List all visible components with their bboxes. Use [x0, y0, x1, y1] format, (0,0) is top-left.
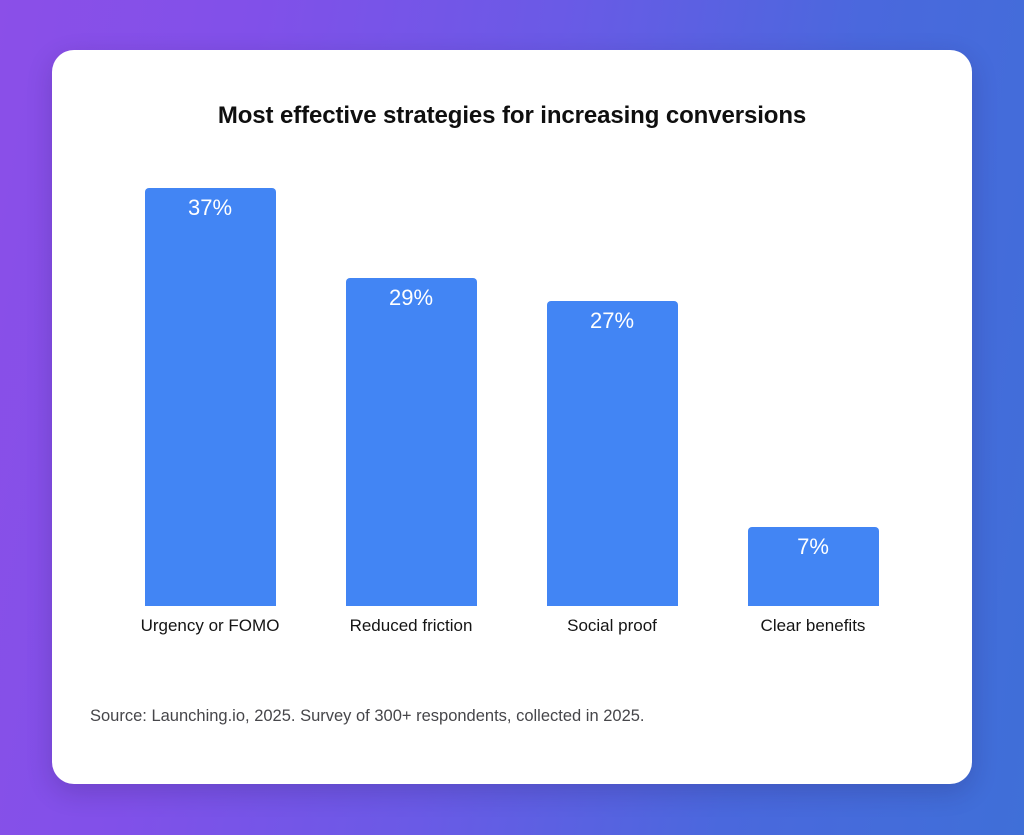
bar-group: 27% Social proof — [546, 301, 678, 635]
bar-value-label: 37% — [187, 195, 233, 220]
bar-category-label: Reduced friction — [349, 616, 473, 635]
bar-group: 29% Reduced friction — [345, 278, 477, 635]
bar-group: 37% Urgency or FOMO — [141, 188, 279, 635]
bar-category-label: Urgency or FOMO — [140, 616, 280, 635]
bar[interactable]: 37% — [144, 188, 276, 606]
bar-chart-plot-area: 37% Urgency or FOMO 29% Reduced friction 27%… — [52, 50, 972, 784]
chart-title: Most effective strategies for increasing… — [217, 102, 807, 129]
bar-value-label: 29% — [388, 285, 434, 310]
bar-group: 7% Clear benefits — [747, 527, 879, 635]
chart-card: Most effective strategies for increasing… — [52, 50, 972, 784]
bar-category-label: Social proof — [567, 616, 657, 635]
bar[interactable]: 27% — [546, 301, 678, 606]
bar[interactable]: 29% — [345, 278, 477, 606]
source-note: Source: Launching.io, 2025. Survey of 30… — [90, 707, 645, 725]
bar[interactable]: 7% — [747, 527, 879, 606]
bar-value-label: 27% — [589, 308, 635, 333]
bar-value-label: 7% — [797, 534, 829, 559]
bar-category-label: Clear benefits — [760, 616, 866, 635]
